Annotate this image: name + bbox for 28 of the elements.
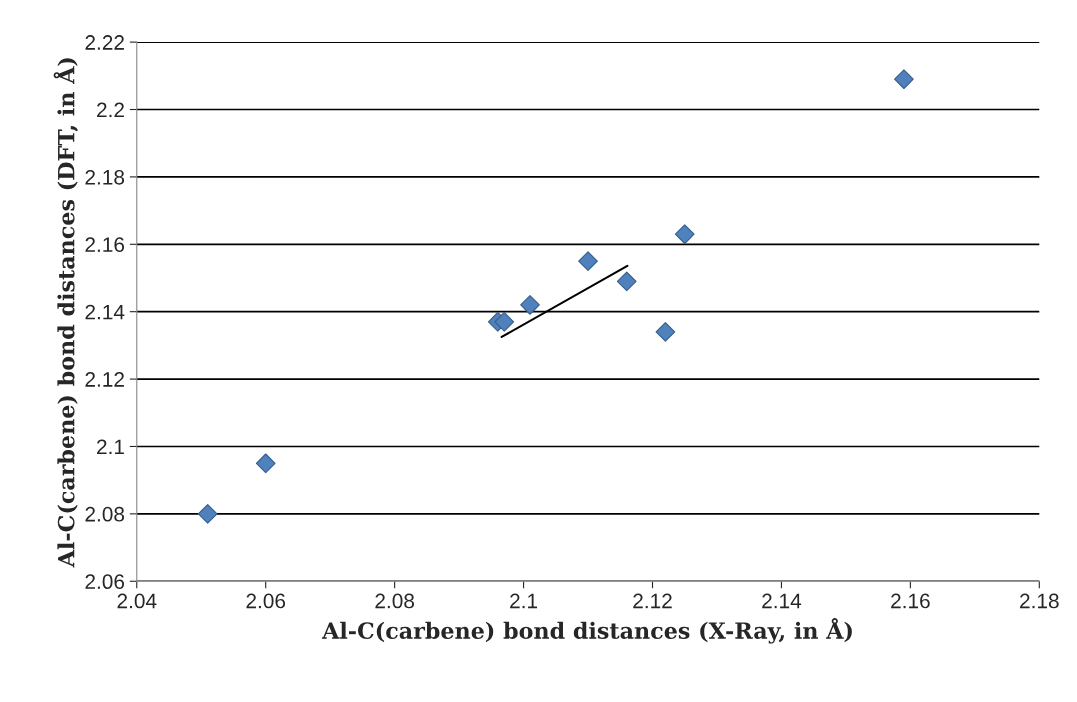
y-tick-label: 2.18: [85, 169, 125, 185]
x-tick-label: 2.12: [633, 593, 672, 609]
x-tick-label: 2.18: [1020, 593, 1059, 609]
y-tick-label: 2.12: [85, 372, 124, 387]
point: [655, 322, 676, 342]
y-tick-label: 2.08: [85, 506, 125, 522]
point: [494, 311, 515, 332]
point: [520, 295, 540, 315]
x-axis-title: Al-C(carbene) bond distances (X-Ray, in Å): [321, 618, 852, 644]
y-tick-label: 2.1: [97, 439, 124, 455]
x-tick-label: 2.14: [762, 593, 802, 609]
point: [894, 69, 914, 90]
point: [197, 503, 218, 524]
y-tick-label: 2.22: [85, 35, 124, 50]
x-tick-label: 2.06: [246, 593, 286, 609]
point: [616, 271, 637, 292]
x-tick-label: 2.1: [510, 593, 538, 609]
y-tick-label: 2.14: [85, 304, 125, 320]
y-tick-label: 2.2: [97, 102, 124, 118]
y-tick-label: 2.06: [85, 574, 125, 590]
x-tick-label: 2.04: [117, 593, 157, 609]
y-axis-title: Al-C(carbene) bond distances (DFT, in Å): [53, 58, 78, 568]
point: [255, 453, 276, 474]
point: [578, 251, 598, 272]
x-tick-label: 2.08: [375, 593, 415, 609]
point: [674, 224, 695, 245]
x-tick-label: 2.16: [891, 593, 930, 609]
y-tick-label: 2.16: [85, 237, 125, 253]
